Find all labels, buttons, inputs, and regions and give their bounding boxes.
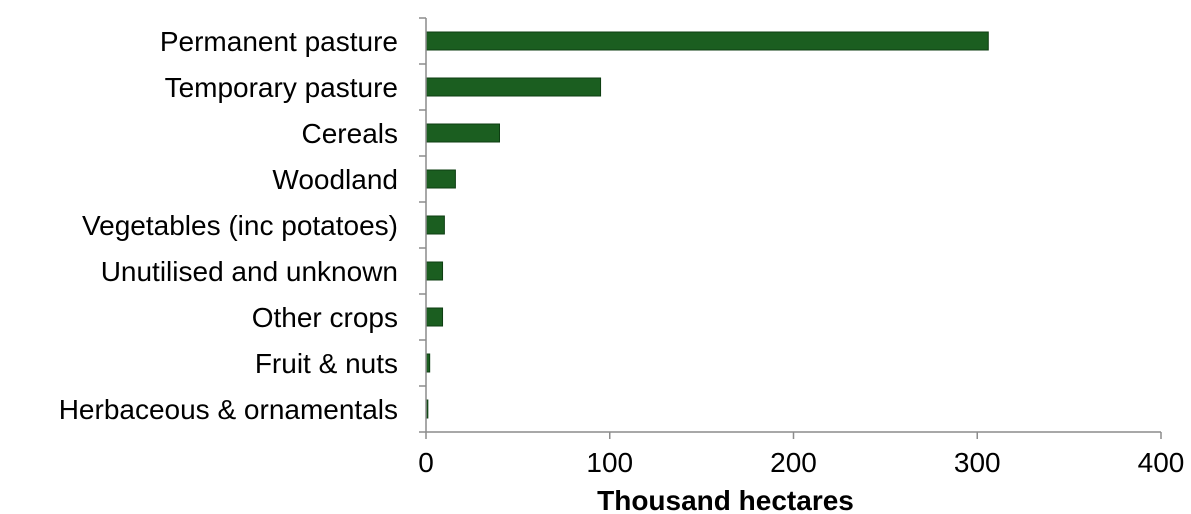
bar — [425, 169, 456, 189]
category-label: Unutilised and unknown — [101, 256, 398, 287]
bar — [425, 77, 602, 97]
x-tick-label: 100 — [586, 447, 633, 478]
category-label: Fruit & nuts — [255, 348, 398, 379]
x-tick-label: 300 — [954, 447, 1001, 478]
x-tick-label: 200 — [770, 447, 817, 478]
x-axis-ticks: 0 100 200 300 400 — [418, 17, 1185, 478]
category-label: Other crops — [252, 302, 398, 333]
bar — [425, 307, 444, 327]
bar — [425, 215, 445, 235]
x-tick-label: 400 — [1138, 447, 1185, 478]
x-tick-label: 0 — [418, 447, 434, 478]
category-label: Vegetables (inc potatoes) — [82, 210, 398, 241]
category-label: Cereals — [302, 118, 398, 149]
category-label: Woodland — [272, 164, 398, 195]
bar — [425, 261, 444, 281]
category-labels: Permanent pasture Temporary pasture Cereal… — [59, 26, 398, 425]
bar — [425, 31, 989, 51]
bars — [425, 31, 989, 419]
category-label: Permanent pasture — [160, 26, 398, 57]
category-label: Temporary pasture — [165, 72, 398, 103]
x-axis-title: Thousand hectares — [597, 485, 854, 514]
bar — [425, 123, 500, 143]
category-label: Herbaceous & ornamentals — [59, 394, 398, 425]
